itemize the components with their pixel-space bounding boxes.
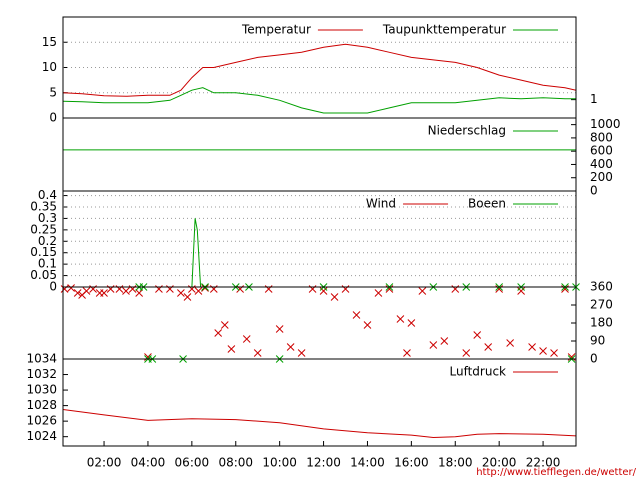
scatter-point [440,337,449,345]
y-tick-label: 0.35 [30,200,57,214]
y2-tick-label: 1 [590,92,598,106]
scatter-point [194,287,203,295]
scatter-point [429,341,438,349]
y-tick-label: 1034 [26,352,57,366]
scatter-point [473,331,482,339]
scatter-point [396,315,405,323]
x-tick-label: 20:00 [482,456,517,470]
y2-tick-label: 0 [590,352,598,366]
y-tick-label: 1028 [26,398,57,412]
y-tick-label: 0.1 [38,257,57,271]
series-line [62,43,577,97]
y-tick-label: 5 [49,85,57,99]
scatter-point [227,345,236,353]
x-tick-label: 22:00 [526,456,561,470]
y-tick-label: 0 [49,111,57,125]
scatter-point [407,319,416,327]
legend-label: Niederschlag [428,124,506,138]
scatter-point [539,347,547,355]
footer-url: http://www.tiefflegen.de/wetter/ [476,467,636,478]
scatter-point [462,349,471,357]
x-tick-label: 12:00 [306,456,341,470]
scatter-point [253,349,262,357]
y-tick-label: 1032 [26,367,57,381]
scatter-point [73,289,82,297]
y2-tick-label: 360 [590,280,613,294]
scatter-point [286,343,295,351]
y-tick-label: 15 [42,35,57,49]
scatter-point [374,289,383,297]
x-tick-label: 10:00 [262,456,297,470]
x-tick-label: 18:00 [438,456,473,470]
scatter-point [297,349,306,357]
legend-label: Temperatur [241,23,311,37]
y-tick-label: 1024 [26,429,57,443]
x-tick-label: 06:00 [175,456,210,470]
x-tick-label: 16:00 [394,456,429,470]
y2-tick-label: 1000 [590,117,621,131]
scatter-point [122,287,130,295]
scatter-point [135,289,144,297]
legend-label: Luftdruck [449,365,506,379]
scatter-point [528,343,536,351]
y-tick-label: 0.4 [38,188,57,202]
x-tick-label: 04:00 [131,456,166,470]
scatter-point [418,287,427,295]
y2-tick-label: 270 [590,298,613,312]
scatter-point [550,349,558,357]
y-tick-label: 0.15 [30,245,57,259]
y2-tick-label: 800 [590,130,613,144]
scatter-point [201,284,209,292]
scatter-point [220,321,229,329]
series-line [62,409,577,439]
y-tick-label: 0.05 [30,268,57,282]
y2-tick-label: 400 [590,157,613,171]
x-tick-label: 08:00 [218,456,253,470]
scatter-point [67,284,75,292]
x-tick-label: 02:00 [87,456,122,470]
y-tick-label: 10 [42,60,57,74]
scatter-point [363,321,372,329]
scatter-point [214,329,223,337]
y2-tick-label: 0 [590,184,598,198]
y2-tick-label: 600 [590,144,613,158]
scatter-point [506,339,514,347]
scatter-point [242,335,251,343]
scatter-point [177,289,185,297]
y-tick-label: 0.2 [38,234,57,248]
scatter-point [330,293,339,301]
scatter-point [275,325,284,333]
legend-label: Boeen [468,197,506,211]
y-tick-label: 1030 [26,383,57,397]
y-tick-label: 0.25 [30,222,57,236]
series-line [62,87,576,114]
scatter-point [100,289,108,297]
y-tick-label: 0.3 [38,211,57,225]
scatter-point [183,293,192,301]
scatter-point [403,349,411,357]
scatter-point [82,287,91,295]
y-tick-label: 0 [49,280,57,294]
y2-tick-label: 90 [590,334,605,348]
panel-frame [62,358,577,447]
scatter-point [484,343,493,351]
y-tick-label: 1026 [26,414,57,428]
x-tick-label: 14:00 [350,456,385,470]
legend-label: Taupunkttemperatur [382,23,506,37]
y2-tick-label: 200 [590,170,613,184]
scatter-point [352,311,361,319]
legend-label: Wind [366,197,396,211]
y2-tick-label: 180 [590,316,613,330]
